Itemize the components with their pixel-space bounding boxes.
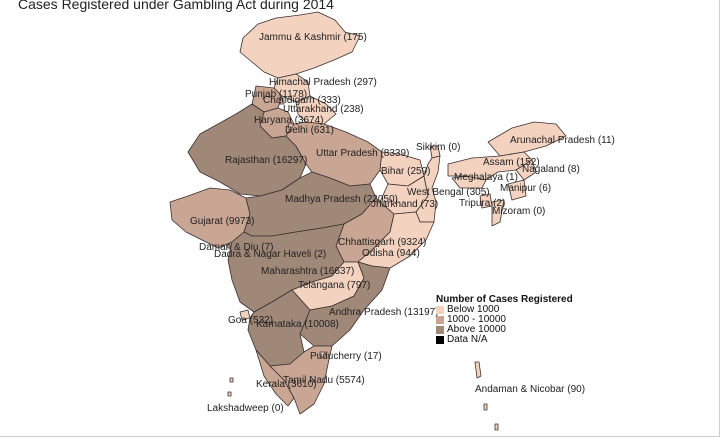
legend-label-na: Data N/A (447, 334, 488, 345)
label-himachal-pradesh: Himachal Pradesh (297) (269, 77, 377, 88)
legend-label-above: Above 10000 (447, 324, 506, 335)
label-uttarakhand: Uttarakhand (238) (283, 104, 364, 115)
label-goa: Goa (532) (228, 315, 274, 326)
legend-label-below: Below 1000 (447, 304, 500, 315)
region-nagaland (515, 159, 537, 181)
region-chandigarh (279, 99, 285, 105)
label-arunachal-pradesh: Arunachal Pradesh (11) (510, 135, 615, 146)
region-tripura (479, 193, 493, 209)
label-rajasthan: Rajasthan (16297) (225, 155, 308, 166)
region-lakshadweep (227, 377, 234, 397)
label-kerala: Kerala (3610) (256, 379, 317, 390)
label-mizoram: Mizoram (0) (492, 206, 546, 217)
region-puducherry (319, 351, 326, 358)
label-jharkhand: Jharkhand (73) (371, 199, 439, 210)
legend-swatch-above (436, 326, 444, 334)
legend-item: 1000 - 10000 (436, 315, 573, 325)
legend-label-mid: 1000 - 10000 (447, 314, 506, 325)
region-uttarakhand (295, 95, 337, 125)
region-mizoram (491, 199, 505, 227)
region-odisha (357, 211, 435, 269)
region-andaman-nicobar (474, 361, 499, 431)
region-manipur (507, 179, 527, 201)
region-jammu-kashmir (239, 11, 361, 79)
label-dadra-nagar-haveli: Dadra & Nagar Haveli (2) (214, 249, 327, 260)
region-tamil-nadu (269, 345, 333, 415)
legend-swatch-mid (436, 316, 444, 324)
label-maharashtra: Maharashtra (16637) (261, 266, 355, 277)
label-telangana: Telangana (797) (298, 280, 371, 291)
legend-item: Data N/A (436, 335, 573, 345)
label-nagaland: Nagaland (8) (522, 164, 580, 175)
label-gujarat: Gujarat (9973) (190, 216, 255, 227)
label-lakshadweep: Lakshadweep (0) (207, 403, 284, 414)
label-bihar: Bihar (259) (381, 166, 431, 177)
map-title: Cases Registered under Gambling Act duri… (18, 0, 334, 12)
label-sikkim: Sikkim (0) (416, 142, 461, 153)
legend-item: Below 1000 (436, 305, 573, 315)
label-tripura: Tripura (2) (459, 198, 506, 209)
legend-swatch-below (436, 306, 444, 314)
label-odisha: Odisha (944) (362, 248, 420, 259)
label-chhattisgarh: Chhattisgarh (9324) (338, 237, 427, 248)
label-daman-diu: Daman & Diu (7) (199, 242, 274, 253)
label-andaman-nicobar: Andaman & Nicobar (90) (475, 384, 586, 395)
legend-title: Number of Cases Registered (436, 294, 573, 305)
label-tamil-nadu: Tamil Nadu (5574) (283, 375, 365, 386)
label-punjab: Punjab (1178) (245, 89, 308, 100)
label-andhra-pradesh: Andhra Pradesh (13197) (329, 307, 439, 318)
label-manipur: Manipur (6) (500, 183, 552, 194)
legend: Number of Cases Registered Below 1000 10… (436, 294, 573, 345)
label-puducherry: Puducherry (17) (310, 351, 382, 362)
label-delhi: Delhi (631) (285, 125, 334, 136)
label-haryana: Haryana (3674) (254, 115, 324, 126)
label-chandigarh: Chandigarh (333) (263, 95, 341, 106)
label-assam: Assam (152) (483, 157, 540, 168)
legend-item: Above 10000 (436, 325, 573, 335)
label-madhya-pradesh: Madhya Pradesh (22050) (285, 194, 398, 205)
label-uttar-pradesh: Uttar Pradesh (8339) (316, 148, 410, 159)
label-meghalaya: Meghalaya (1) (454, 172, 518, 183)
legend-swatch-na (436, 336, 444, 344)
label-jammu-kashmir: Jammu & Kashmir (175) (259, 32, 367, 43)
region-meghalaya (451, 175, 487, 189)
label-west-bengal: West Bengal (305) (407, 187, 490, 198)
label-karnataka: Karnataka (10008) (256, 319, 339, 330)
